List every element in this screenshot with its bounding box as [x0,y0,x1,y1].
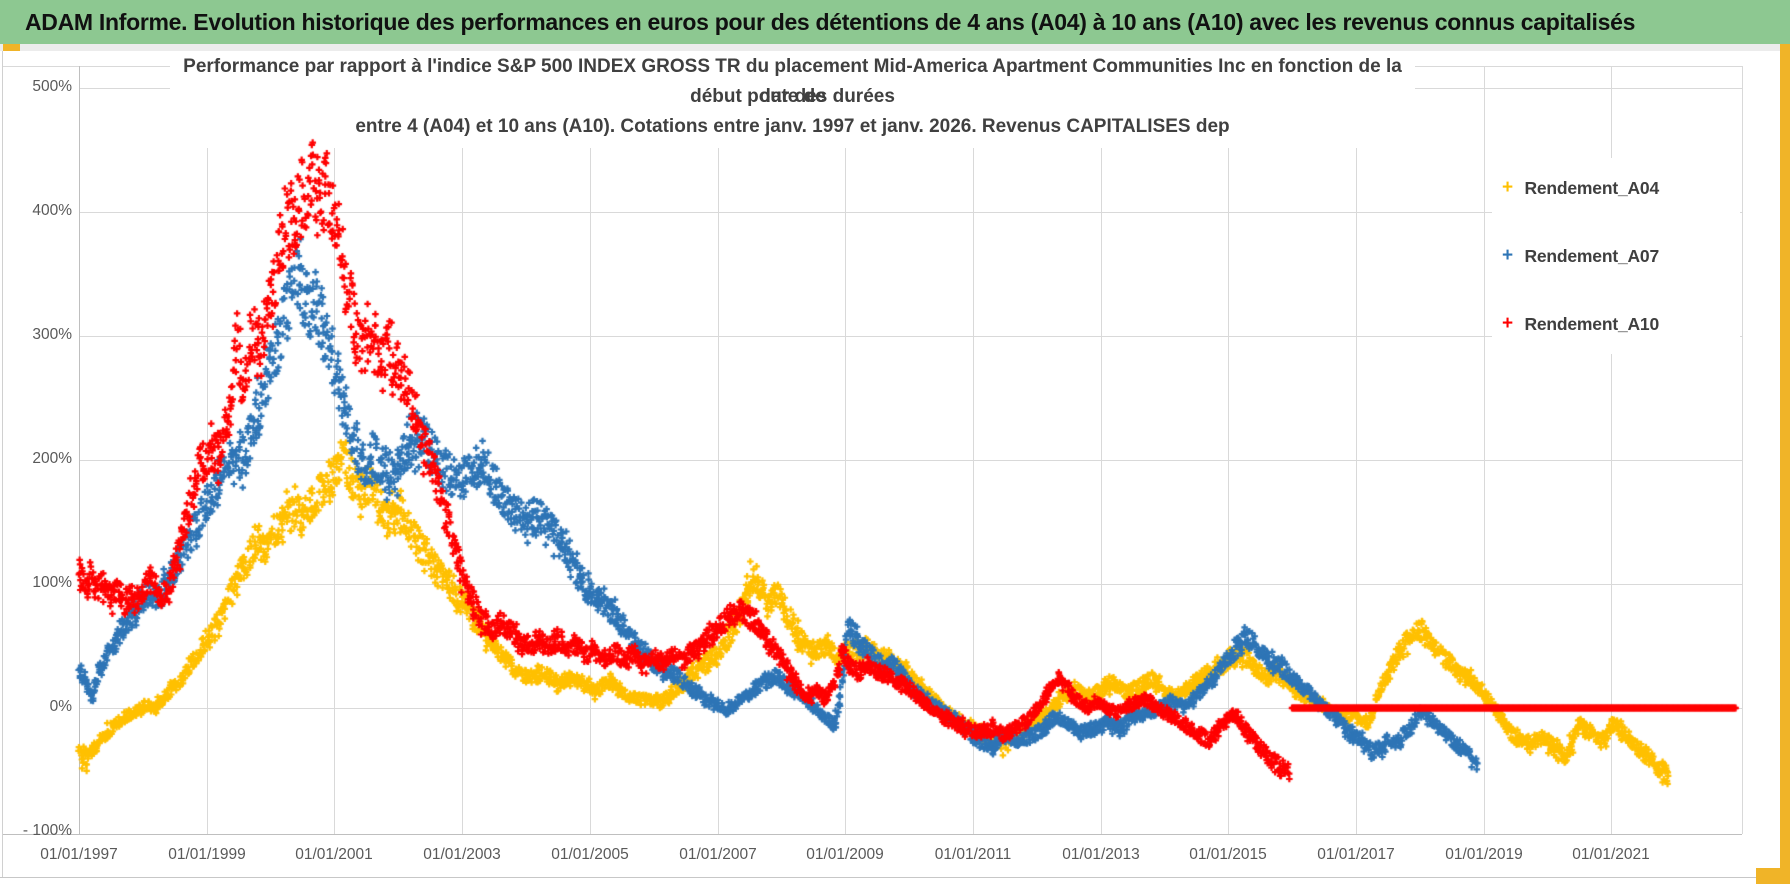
x-axis-tick-label: 01/01/2009 [806,846,884,863]
x-axis-tick-label: 01/01/2001 [295,846,373,863]
x-axis-tick-label: 01/01/1997 [40,846,118,863]
x-axis-tick-label: 01/01/2011 [934,846,1012,863]
y-axis-tick-label: 500% [32,78,72,95]
y-axis-tick-label: 400% [32,202,72,219]
x-axis-tick-label: 01/01/2015 [1189,846,1267,863]
y-axis-tick-label: 0% [49,698,72,715]
y-axis-tick-label: 100% [32,574,72,591]
x-axis-tick-label: 01/01/2021 [1572,846,1650,863]
x-axis-tick-label: 01/01/1999 [168,846,246,863]
y-axis-tick-label: - 100% [22,822,72,839]
x-axis-tick-label: 01/01/2005 [551,846,629,863]
y-axis-tick-label: 300% [32,326,72,343]
x-axis-tick-label: 01/01/2019 [1445,846,1523,863]
x-axis-tick-label: 01/01/2007 [679,846,757,863]
x-axis-tick-label: 01/01/2017 [1317,846,1395,863]
y-axis-tick-label: 200% [32,450,72,467]
x-axis-tick-label: 01/01/2013 [1062,846,1140,863]
x-axis-tick-label: 01/01/2003 [423,846,501,863]
